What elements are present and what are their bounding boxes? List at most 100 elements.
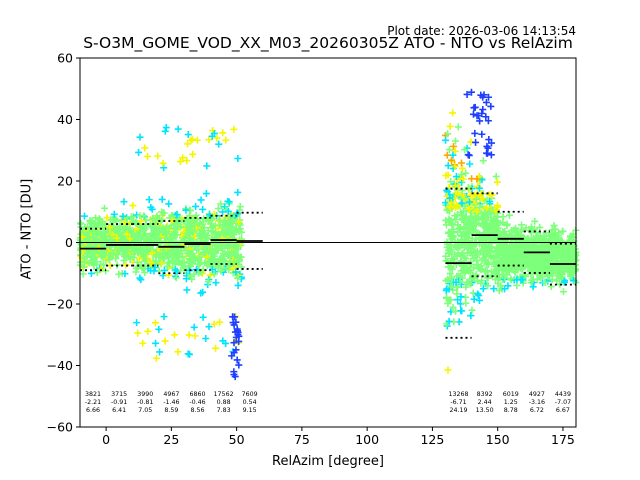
bin-std-label: 7.83 bbox=[217, 407, 231, 414]
data-point bbox=[164, 248, 172, 256]
data-point bbox=[190, 323, 198, 331]
data-point bbox=[447, 198, 455, 206]
data-point bbox=[202, 190, 210, 198]
data-point bbox=[543, 245, 551, 253]
data-point bbox=[144, 327, 152, 335]
data-point bbox=[199, 220, 207, 228]
data-point bbox=[234, 188, 242, 196]
bin-statistics-text: 3821-2.216.66 3715-0.916.41 3990-0.817.05 4… bbox=[85, 391, 571, 414]
data-point bbox=[225, 218, 233, 226]
data-point bbox=[106, 223, 114, 231]
data-point bbox=[160, 209, 168, 217]
data-point bbox=[219, 129, 227, 137]
data-point bbox=[86, 218, 94, 226]
data-point bbox=[473, 208, 481, 216]
data-point bbox=[472, 138, 480, 146]
data-point bbox=[513, 242, 521, 250]
data-point bbox=[457, 228, 465, 236]
data-point bbox=[558, 259, 566, 267]
data-point bbox=[183, 286, 191, 294]
data-point bbox=[190, 270, 198, 278]
data-point bbox=[184, 140, 192, 148]
data-point bbox=[445, 317, 453, 325]
data-point bbox=[154, 225, 162, 233]
data-point bbox=[467, 215, 475, 223]
bin-count-label: 6019 bbox=[503, 391, 519, 398]
data-point bbox=[233, 251, 241, 259]
data-point bbox=[197, 196, 205, 204]
data-point bbox=[179, 154, 187, 162]
data-point bbox=[458, 232, 466, 240]
data-point bbox=[81, 258, 89, 266]
data-point bbox=[479, 157, 487, 165]
data-point bbox=[130, 240, 138, 248]
data-point bbox=[517, 276, 525, 284]
data-point bbox=[446, 194, 454, 202]
data-point bbox=[558, 227, 566, 235]
data-point bbox=[495, 271, 503, 279]
data-point bbox=[454, 221, 462, 229]
data-point bbox=[230, 368, 238, 376]
data-point bbox=[458, 164, 466, 172]
data-point bbox=[216, 318, 224, 326]
data-point bbox=[141, 247, 149, 255]
data-point bbox=[234, 274, 242, 282]
data-point bbox=[452, 215, 460, 223]
data-point bbox=[200, 224, 208, 232]
data-point bbox=[476, 184, 484, 192]
bin-mean-label: -0.81 bbox=[137, 399, 153, 406]
data-point bbox=[207, 220, 215, 228]
bin-mean-label: -7.07 bbox=[555, 399, 571, 406]
data-point bbox=[199, 313, 207, 321]
data-point bbox=[147, 267, 155, 275]
data-point bbox=[535, 259, 543, 267]
data-point bbox=[471, 129, 479, 137]
bin-std-label: 13.50 bbox=[476, 407, 494, 414]
data-point bbox=[90, 255, 98, 263]
data-point bbox=[468, 306, 476, 314]
data-point bbox=[452, 204, 460, 212]
bin-std-label: 6.72 bbox=[530, 407, 544, 414]
data-point bbox=[163, 244, 171, 252]
data-point bbox=[136, 274, 144, 282]
data-point bbox=[458, 170, 466, 178]
data-point bbox=[458, 307, 466, 315]
data-point bbox=[463, 220, 471, 228]
data-point bbox=[230, 241, 238, 249]
data-point bbox=[465, 205, 473, 213]
data-point bbox=[524, 261, 532, 269]
x-tick-label: 150 bbox=[486, 432, 510, 447]
data-point bbox=[555, 229, 563, 237]
data-point bbox=[238, 263, 246, 271]
data-point bbox=[187, 250, 195, 258]
data-point bbox=[195, 257, 203, 265]
data-point bbox=[462, 299, 470, 307]
data-point bbox=[171, 266, 179, 274]
data-point bbox=[190, 215, 198, 223]
data-point bbox=[126, 235, 134, 243]
bin-count-label: 17562 bbox=[214, 391, 234, 398]
data-point bbox=[506, 244, 514, 252]
data-point bbox=[467, 280, 475, 288]
data-point bbox=[498, 263, 506, 271]
data-point bbox=[161, 337, 169, 345]
data-point bbox=[114, 250, 122, 258]
bin-std-label: 8.59 bbox=[164, 407, 178, 414]
data-point bbox=[199, 205, 207, 213]
data-point bbox=[159, 246, 167, 254]
data-point bbox=[459, 216, 467, 224]
data-point bbox=[112, 254, 120, 262]
data-point bbox=[176, 244, 184, 252]
data-point bbox=[474, 290, 482, 298]
data-point bbox=[465, 267, 473, 275]
data-point bbox=[447, 156, 455, 164]
data-point bbox=[542, 235, 550, 243]
bin-std-label: 6.66 bbox=[86, 407, 100, 414]
data-point bbox=[127, 213, 135, 221]
data-point bbox=[448, 265, 456, 273]
data-point bbox=[206, 271, 214, 279]
data-point bbox=[454, 123, 462, 131]
data-point bbox=[484, 271, 492, 279]
data-point bbox=[228, 224, 236, 232]
data-point bbox=[174, 348, 182, 356]
